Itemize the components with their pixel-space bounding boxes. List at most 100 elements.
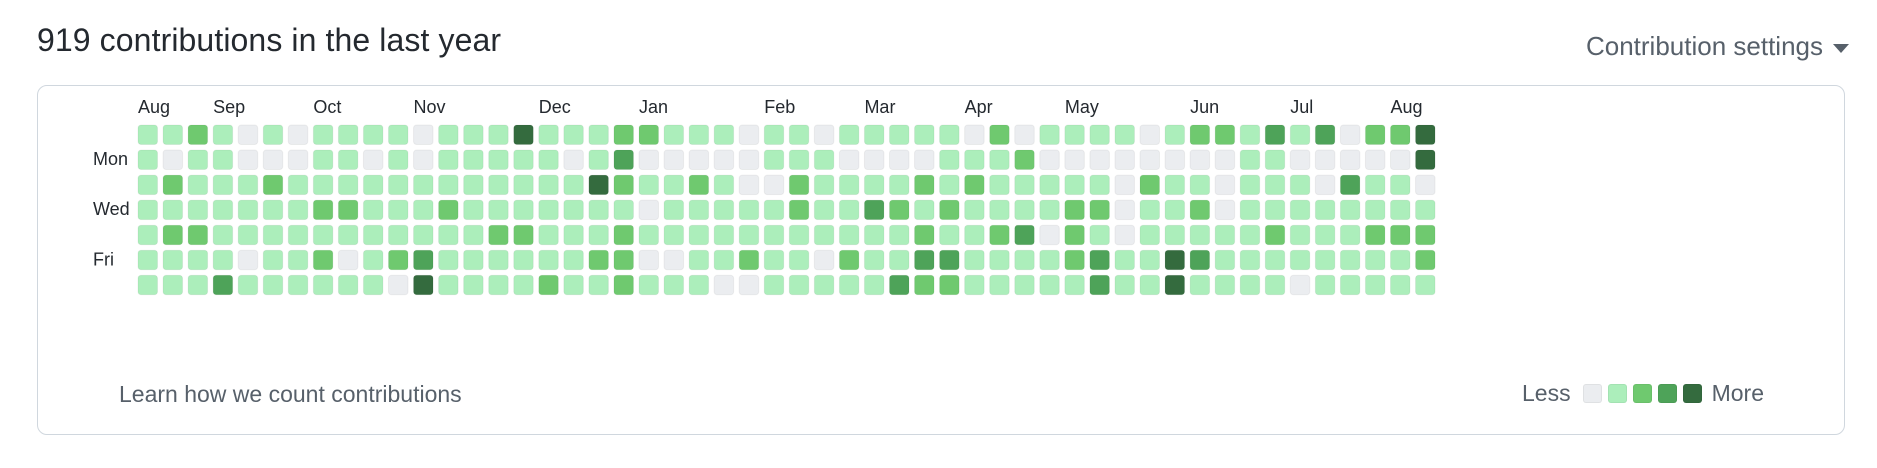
contribution-day-cell[interactable] <box>413 249 434 271</box>
contribution-day-cell[interactable] <box>1214 174 1236 196</box>
contribution-day-cell[interactable] <box>488 224 509 246</box>
contribution-day-cell[interactable] <box>137 174 158 196</box>
contribution-day-cell[interactable] <box>212 274 234 296</box>
contribution-day-cell[interactable] <box>463 124 484 145</box>
contribution-day-cell[interactable] <box>989 174 1010 196</box>
contribution-day-cell[interactable] <box>688 274 710 296</box>
contribution-day-cell[interactable] <box>1089 249 1110 271</box>
contribution-day-cell[interactable] <box>1264 199 1286 221</box>
contribution-day-cell[interactable] <box>989 274 1010 296</box>
contribution-day-cell[interactable] <box>337 224 359 246</box>
contribution-day-cell[interactable] <box>1064 174 1085 196</box>
contribution-day-cell[interactable] <box>262 274 284 296</box>
contribution-day-cell[interactable] <box>388 199 409 221</box>
contribution-day-cell[interactable] <box>1390 174 1411 196</box>
contribution-day-cell[interactable] <box>813 199 835 221</box>
contribution-day-cell[interactable] <box>939 174 960 196</box>
contribution-day-cell[interactable] <box>413 274 434 296</box>
contribution-day-cell[interactable] <box>287 224 309 246</box>
contribution-day-cell[interactable] <box>788 199 810 221</box>
contribution-day-cell[interactable] <box>713 224 735 246</box>
contribution-day-cell[interactable] <box>1415 174 1436 196</box>
contribution-day-cell[interactable] <box>688 124 710 145</box>
contribution-day-cell[interactable] <box>989 124 1010 145</box>
contribution-day-cell[interactable] <box>1164 224 1186 246</box>
contribution-day-cell[interactable] <box>939 274 960 296</box>
contribution-day-cell[interactable] <box>1415 224 1436 246</box>
contribution-day-cell[interactable] <box>388 174 409 196</box>
contribution-day-cell[interactable] <box>162 199 184 221</box>
contribution-day-cell[interactable] <box>563 199 584 221</box>
contribution-day-cell[interactable] <box>1164 249 1186 271</box>
contribution-day-cell[interactable] <box>889 124 910 145</box>
contribution-day-cell[interactable] <box>463 224 484 246</box>
contribution-day-cell[interactable] <box>613 224 634 246</box>
contribution-day-cell[interactable] <box>588 199 609 221</box>
contribution-day-cell[interactable] <box>262 149 284 171</box>
contribution-day-cell[interactable] <box>287 149 309 171</box>
contribution-day-cell[interactable] <box>388 149 409 171</box>
contribution-day-cell[interactable] <box>939 124 960 145</box>
contribution-day-cell[interactable] <box>1139 249 1160 271</box>
contribution-day-cell[interactable] <box>212 124 234 145</box>
contribution-day-cell[interactable] <box>1289 149 1311 171</box>
contribution-day-cell[interactable] <box>863 274 885 296</box>
contribution-day-cell[interactable] <box>1339 249 1361 271</box>
contribution-day-cell[interactable] <box>588 224 609 246</box>
contribution-day-cell[interactable] <box>1415 274 1436 296</box>
contribution-day-cell[interactable] <box>563 224 584 246</box>
contribution-day-cell[interactable] <box>1014 274 1035 296</box>
contribution-day-cell[interactable] <box>237 199 259 221</box>
contribution-day-cell[interactable] <box>964 274 985 296</box>
contribution-day-cell[interactable] <box>1390 224 1411 246</box>
contribution-day-cell[interactable] <box>563 149 584 171</box>
contribution-day-cell[interactable] <box>413 149 434 171</box>
contribution-day-cell[interactable] <box>1089 149 1110 171</box>
contribution-day-cell[interactable] <box>312 174 334 196</box>
contribution-day-cell[interactable] <box>162 174 184 196</box>
contribution-day-cell[interactable] <box>1189 149 1211 171</box>
contribution-day-cell[interactable] <box>287 199 309 221</box>
contribution-day-cell[interactable] <box>613 174 634 196</box>
contribution-day-cell[interactable] <box>1390 274 1411 296</box>
contribution-day-cell[interactable] <box>889 149 910 171</box>
contribution-day-cell[interactable] <box>838 224 860 246</box>
contribution-day-cell[interactable] <box>989 224 1010 246</box>
contribution-day-cell[interactable] <box>813 274 835 296</box>
contribution-day-cell[interactable] <box>488 274 509 296</box>
contribution-day-cell[interactable] <box>989 199 1010 221</box>
contribution-day-cell[interactable] <box>237 224 259 246</box>
contribution-day-cell[interactable] <box>1415 124 1436 145</box>
contribution-day-cell[interactable] <box>413 224 434 246</box>
contribution-day-cell[interactable] <box>863 199 885 221</box>
contribution-day-cell[interactable] <box>262 174 284 196</box>
contribution-day-cell[interactable] <box>1164 124 1186 145</box>
contribution-day-cell[interactable] <box>1289 274 1311 296</box>
contribution-day-cell[interactable] <box>939 149 960 171</box>
contribution-day-cell[interactable] <box>763 249 785 271</box>
contribution-day-cell[interactable] <box>613 124 634 145</box>
contribution-day-cell[interactable] <box>713 274 735 296</box>
contribution-day-cell[interactable] <box>1139 149 1160 171</box>
contribution-day-cell[interactable] <box>889 249 910 271</box>
contribution-day-cell[interactable] <box>1415 249 1436 271</box>
contribution-day-cell[interactable] <box>738 124 760 145</box>
contribution-day-cell[interactable] <box>763 274 785 296</box>
contribution-day-cell[interactable] <box>763 199 785 221</box>
contribution-day-cell[interactable] <box>312 199 334 221</box>
contribution-day-cell[interactable] <box>989 149 1010 171</box>
contribution-day-cell[interactable] <box>563 274 584 296</box>
contribution-day-cell[interactable] <box>1289 249 1311 271</box>
contribution-day-cell[interactable] <box>1339 199 1361 221</box>
contribution-day-cell[interactable] <box>438 224 459 246</box>
contribution-day-cell[interactable] <box>939 224 960 246</box>
contribution-day-cell[interactable] <box>788 124 810 145</box>
contribution-day-cell[interactable] <box>1390 149 1411 171</box>
contribution-day-cell[interactable] <box>1014 149 1035 171</box>
contribution-day-cell[interactable] <box>312 149 334 171</box>
contribution-day-cell[interactable] <box>212 249 234 271</box>
contribution-day-cell[interactable] <box>738 174 760 196</box>
contribution-day-cell[interactable] <box>788 224 810 246</box>
contribution-day-cell[interactable] <box>1339 149 1361 171</box>
contribution-day-cell[interactable] <box>137 124 158 145</box>
